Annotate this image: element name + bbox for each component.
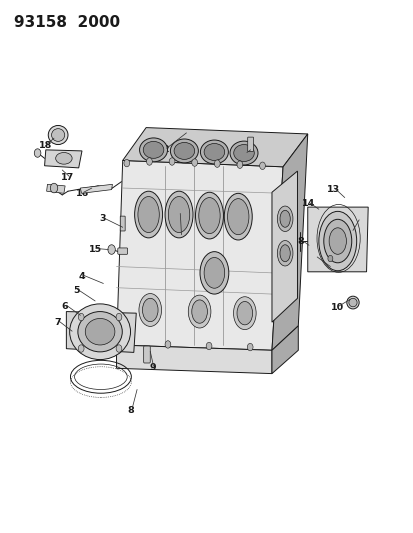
Ellipse shape [174,142,194,159]
Text: 16: 16 [76,189,89,198]
Ellipse shape [224,193,252,240]
Ellipse shape [139,138,167,162]
Ellipse shape [165,191,192,238]
FancyBboxPatch shape [247,137,253,151]
Text: 8: 8 [297,237,304,246]
Circle shape [206,342,211,350]
Circle shape [259,162,265,169]
Circle shape [237,161,242,168]
Text: 10: 10 [330,303,344,312]
Circle shape [247,343,252,351]
Ellipse shape [138,197,159,232]
FancyBboxPatch shape [143,346,150,363]
Ellipse shape [195,192,223,239]
Polygon shape [47,184,65,193]
Ellipse shape [233,297,256,329]
Text: 13: 13 [326,185,339,194]
Polygon shape [271,326,298,374]
Ellipse shape [142,298,158,321]
Ellipse shape [134,191,162,238]
Ellipse shape [277,240,292,266]
Ellipse shape [328,228,346,254]
Polygon shape [122,127,307,167]
Ellipse shape [277,206,292,231]
Ellipse shape [191,300,207,323]
Text: 4: 4 [78,271,85,280]
Circle shape [327,255,332,262]
Text: 2: 2 [162,146,169,155]
Ellipse shape [204,257,224,288]
Ellipse shape [78,312,122,352]
Circle shape [34,149,41,157]
Text: 5: 5 [73,286,79,295]
Polygon shape [45,150,82,168]
Polygon shape [307,207,367,272]
Ellipse shape [52,128,64,141]
Ellipse shape [233,144,254,161]
Circle shape [116,313,121,321]
Circle shape [214,160,220,167]
Circle shape [78,345,84,352]
Text: 9: 9 [149,363,156,372]
Text: 8: 8 [127,406,134,415]
Ellipse shape [346,296,358,309]
Ellipse shape [168,197,189,232]
Circle shape [191,159,197,166]
Ellipse shape [237,302,252,325]
FancyBboxPatch shape [120,216,125,231]
Polygon shape [271,134,307,350]
Circle shape [123,340,129,347]
Text: 18: 18 [39,141,52,150]
Polygon shape [271,171,297,322]
Circle shape [169,158,175,165]
Text: 6: 6 [62,302,68,311]
Text: 17: 17 [61,173,74,182]
Ellipse shape [170,139,198,163]
Ellipse shape [348,298,356,307]
Ellipse shape [48,125,68,144]
Polygon shape [116,345,271,374]
Polygon shape [80,184,112,193]
Text: 93158  2000: 93158 2000 [14,14,119,30]
Ellipse shape [204,143,224,160]
Circle shape [78,313,84,321]
Ellipse shape [55,152,72,164]
Circle shape [116,345,121,352]
Circle shape [146,158,152,165]
Polygon shape [66,312,136,352]
Text: 3: 3 [99,214,105,223]
Text: 12: 12 [351,217,364,226]
Polygon shape [116,160,282,350]
Text: 11: 11 [322,263,335,272]
Ellipse shape [318,212,356,271]
Circle shape [165,341,171,348]
Circle shape [123,159,129,167]
Circle shape [108,245,115,254]
Ellipse shape [227,199,248,235]
Ellipse shape [139,294,161,326]
Ellipse shape [200,140,228,164]
Text: 15: 15 [88,245,102,254]
Ellipse shape [279,245,290,262]
Text: 7: 7 [55,318,61,327]
Ellipse shape [85,318,115,345]
Ellipse shape [323,219,351,263]
Ellipse shape [279,211,290,227]
Ellipse shape [188,295,210,328]
Ellipse shape [230,141,257,165]
Text: 14: 14 [301,199,315,208]
Text: 19: 19 [239,150,252,159]
Ellipse shape [143,141,164,158]
Ellipse shape [69,304,130,360]
FancyBboxPatch shape [117,248,127,254]
Circle shape [50,183,57,193]
Ellipse shape [199,252,228,294]
Ellipse shape [198,198,220,233]
Text: 1: 1 [176,210,183,219]
